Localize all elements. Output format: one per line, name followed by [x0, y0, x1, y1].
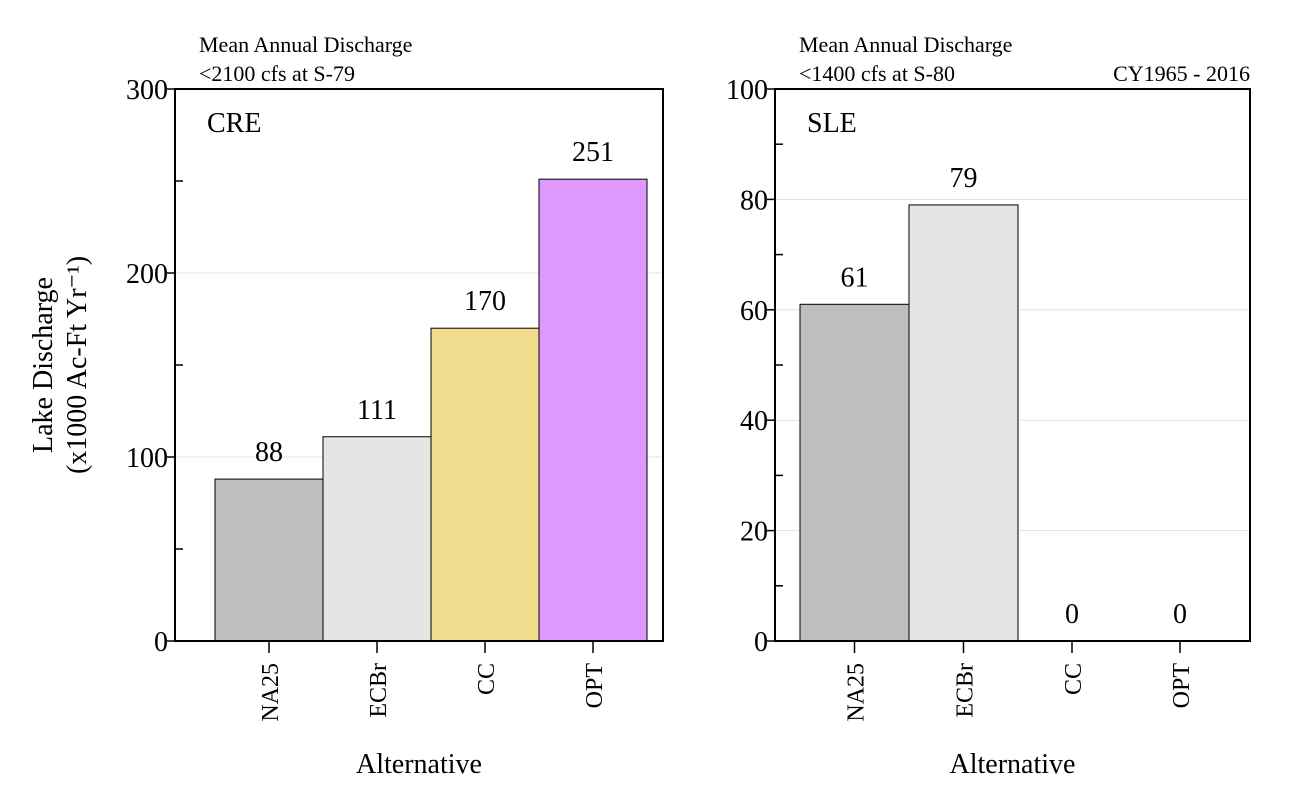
y-axis-label-line2: (x1000 Ac-Ft Yr⁻¹) — [62, 256, 93, 474]
panel-label: CRE — [207, 108, 261, 139]
x-tick-label-cc: CC — [1061, 663, 1087, 695]
x-tick-label-ecbr: ECBr — [953, 663, 979, 718]
panel-title: Mean Annual Discharge — [199, 32, 412, 57]
bar-value-label: 251 — [572, 137, 614, 168]
bar-value-label: 79 — [950, 163, 978, 194]
bar-value-label: 61 — [841, 262, 869, 293]
bar-value-label: 0 — [1173, 599, 1187, 630]
panel-subtitle: <1400 cfs at S-80 — [799, 61, 955, 86]
x-tick-label-ecbr: ECBr — [366, 663, 392, 718]
y-tick-label: 100 — [126, 443, 168, 474]
y-tick-label: 100 — [726, 75, 768, 106]
y-tick-label: 60 — [740, 296, 768, 327]
x-tick-label-na25: NA25 — [258, 663, 284, 722]
x-tick-label-opt: OPT — [582, 663, 608, 709]
bar-ecbr — [322, 436, 432, 642]
bar-value-label: 0 — [1065, 599, 1079, 630]
y-tick-label: 40 — [740, 406, 768, 437]
y-tick-label: 0 — [754, 627, 768, 658]
bar-cc — [430, 327, 540, 642]
panel-cre: 88 111 170 251 0 100 200 300 NA25 ECBr CC OPT CRE Mea… — [126, 32, 664, 780]
bar-value-label: 111 — [357, 395, 397, 426]
x-axis-label: Alternative — [356, 749, 482, 780]
y-tick-label: 80 — [740, 185, 768, 216]
x-axis-label: Alternative — [950, 749, 1076, 780]
panel-label: SLE — [807, 108, 857, 139]
period-label: CY1965 - 2016 — [1113, 61, 1250, 86]
bar-ecbr — [908, 204, 1019, 642]
bar-na25 — [799, 303, 910, 642]
x-tick-label-cc: CC — [474, 663, 500, 695]
panel-subtitle: <2100 cfs at S-79 — [199, 61, 355, 86]
y-tick-label: 300 — [126, 75, 168, 106]
bar-opt — [538, 178, 648, 642]
x-tick-label-na25: NA25 — [844, 663, 870, 722]
y-tick-label: 20 — [740, 517, 768, 548]
y-tick-label: 200 — [126, 259, 168, 290]
bar-value-label: 170 — [464, 286, 506, 317]
x-tick-label-opt: OPT — [1169, 663, 1195, 709]
bar-na25 — [214, 478, 324, 642]
panel-sle: 61 79 0 0 0 20 40 60 80 100 NA25 ECBr CC OPT SLE Mean A… — [726, 32, 1251, 780]
y-axis-label-line1: Lake Discharge — [28, 277, 59, 453]
y-tick-label: 0 — [154, 627, 168, 658]
bar-value-label: 88 — [255, 437, 283, 468]
panel-title: Mean Annual Discharge — [799, 32, 1012, 57]
